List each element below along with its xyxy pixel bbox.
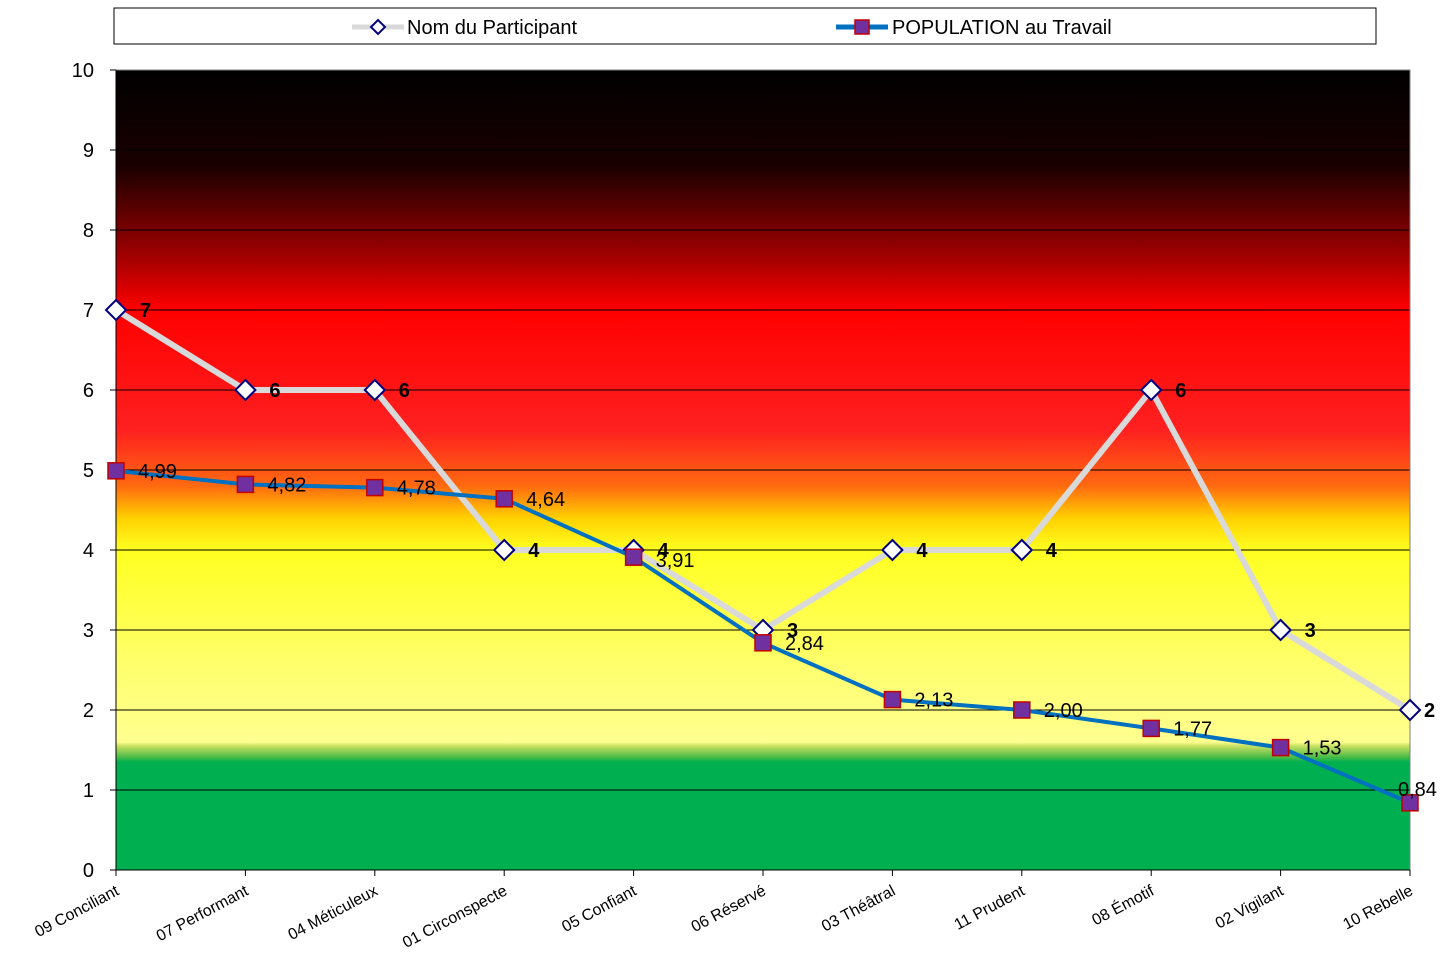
data-label-population: 2,84 xyxy=(785,633,824,655)
x-tick-label: 10 Rebelle xyxy=(1340,882,1416,933)
data-label-population: 2,00 xyxy=(1044,700,1083,722)
marker-participant xyxy=(1010,538,1034,562)
series xyxy=(104,298,1422,812)
marker-population xyxy=(1271,738,1290,757)
marker-participant xyxy=(104,298,128,322)
data-label-population: 3,91 xyxy=(656,550,695,572)
data-label-population: 4,99 xyxy=(138,461,177,483)
marker-participant xyxy=(1139,378,1163,402)
marker-population xyxy=(107,462,125,480)
data-label-participant: 4 xyxy=(1046,540,1058,562)
y-tick-label: 7 xyxy=(83,300,94,322)
x-tick-label: 09 Conciliant xyxy=(32,882,122,941)
y-tick-label: 8 xyxy=(83,220,94,242)
data-label-population: 2,13 xyxy=(914,690,953,712)
x-tick-label: 01 Circonspecte xyxy=(400,882,510,951)
data-label-population: 4,78 xyxy=(397,478,436,500)
y-tick-label: 9 xyxy=(83,140,94,162)
y-tick-label: 4 xyxy=(83,540,94,562)
data-label-participant: 4 xyxy=(916,540,928,562)
marker-participant xyxy=(492,538,516,562)
data-label-participant: 4 xyxy=(658,540,670,562)
x-tick-label: 03 Théâtral xyxy=(819,883,898,936)
marker-participant xyxy=(363,378,387,402)
data-label-participant: 2 xyxy=(1424,700,1435,722)
y-tick-label: 2 xyxy=(83,700,94,722)
marker-participant xyxy=(1398,698,1422,722)
data-label-population: 4,82 xyxy=(267,474,306,496)
legend-marker-participant xyxy=(369,18,387,36)
data-label-population: 1,77 xyxy=(1173,718,1212,740)
x-tick-label: 11 Prudent xyxy=(952,882,1029,933)
marker-population xyxy=(236,475,255,494)
y-tick-label: 1 xyxy=(83,780,94,802)
marker-population xyxy=(754,634,772,652)
marker-population xyxy=(366,478,384,497)
y-axis-ticks: 0 1 2 3 4 5 6 7 8 9 10 xyxy=(72,60,116,882)
data-label-participant: 6 xyxy=(1175,380,1186,402)
x-tick-label: 02 Vigilant xyxy=(1213,882,1287,932)
data-label-participant: 6 xyxy=(399,380,410,402)
x-tick-label: 04 Méticuleux xyxy=(286,883,381,944)
y-tick-label: 0 xyxy=(83,860,94,882)
legend-entry-participant: Nom du Participant xyxy=(352,17,578,39)
y-tick-label: 5 xyxy=(83,460,94,482)
data-label-population: 0,84 xyxy=(1398,779,1437,801)
y-tick-label: 3 xyxy=(83,620,94,642)
marker-population xyxy=(1142,719,1160,738)
x-tick-label: 08 Émotif xyxy=(1088,880,1157,929)
legend-entry-population: POPULATION au Travail xyxy=(836,17,1112,39)
y-tick-label: 6 xyxy=(83,380,94,402)
legend-marker-population xyxy=(854,19,870,35)
data-label-population: 1,53 xyxy=(1303,738,1342,760)
data-label-participant: 3 xyxy=(787,620,798,642)
data-label-population: 4,64 xyxy=(526,489,565,511)
data-label-participant: 4 xyxy=(528,540,540,562)
legend-label-participant: Nom du Participant xyxy=(407,17,578,39)
marker-population xyxy=(1013,701,1031,719)
marker-participant xyxy=(233,378,257,402)
marker-participant xyxy=(880,538,904,562)
legend-label-population: POPULATION au Travail xyxy=(892,17,1112,39)
data-label-participant: 3 xyxy=(1305,620,1316,642)
legend-box xyxy=(113,7,1377,45)
marker-population xyxy=(1401,794,1419,812)
x-tick-label: 06 Réservé xyxy=(689,882,769,935)
marker-population xyxy=(883,690,902,709)
marker-participant xyxy=(1269,618,1293,642)
data-label-participant: 7 xyxy=(140,300,151,322)
x-tick-label: 07 Performant xyxy=(154,882,252,945)
data-labels: 7 6 6 4 4 3 4 4 6 3 2 4,99 4,82 4,78 4,64 3,91 2,84 2,13 2… xyxy=(138,300,1437,801)
x-tick-label: 05 Confiant xyxy=(559,882,640,936)
legend: Nom du Participant POPULATION au Travail xyxy=(113,7,1377,45)
marker-population xyxy=(624,548,643,566)
y-tick-label: 10 xyxy=(72,60,94,82)
marker-population xyxy=(495,490,513,508)
x-axis-ticks: 09 Conciliant 07 Performant 04 Méticuleux 0… xyxy=(32,870,1416,952)
data-label-participant: 6 xyxy=(269,380,280,402)
